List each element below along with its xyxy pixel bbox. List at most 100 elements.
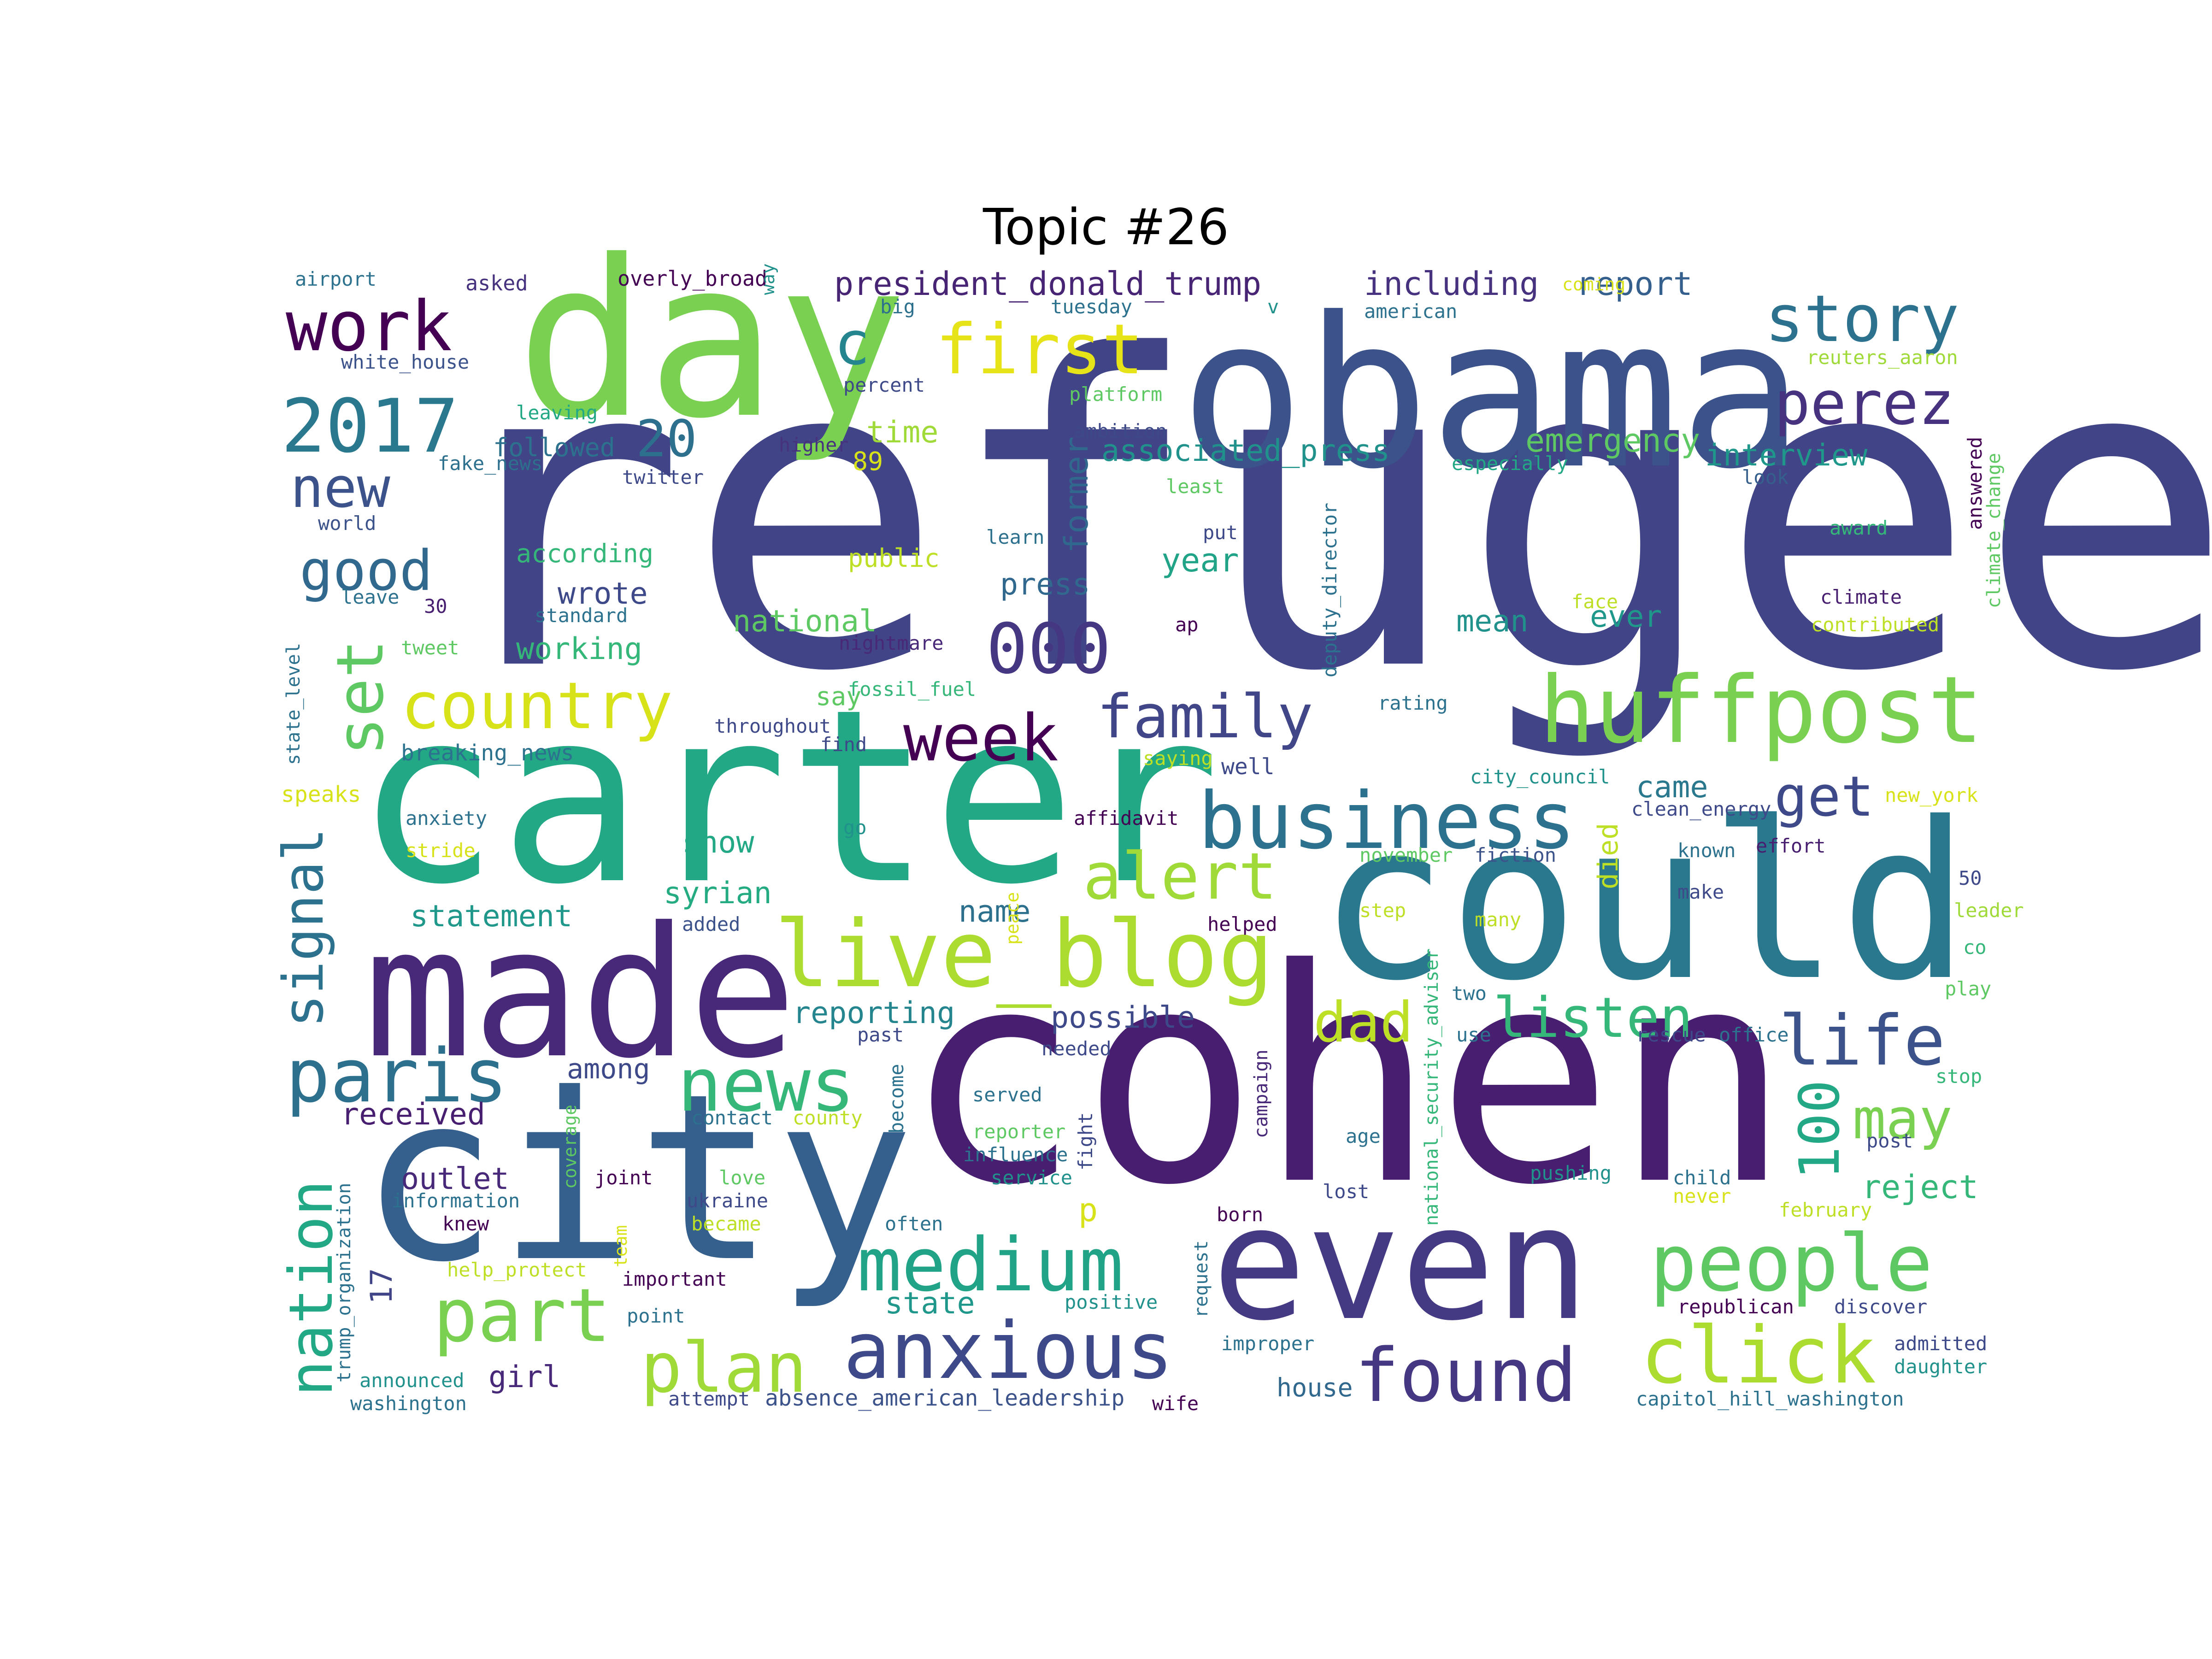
cloud-word: huffpost — [1539, 657, 1983, 764]
cloud-word: tuesday — [1051, 295, 1132, 318]
cloud-word: possible — [1051, 1000, 1195, 1035]
cloud-word: could — [1318, 776, 1970, 1028]
cloud-word: listen — [1493, 986, 1693, 1050]
cloud-word: play — [1945, 977, 1991, 1000]
cloud-word: among — [567, 1053, 650, 1085]
cloud-word: use — [1456, 1024, 1491, 1046]
cloud-word: president_donald_trump — [834, 265, 1261, 303]
cloud-word: rating — [1378, 692, 1448, 714]
cloud-word: p — [1078, 1191, 1098, 1229]
cloud-word: work — [286, 287, 452, 367]
cloud-word: american — [1364, 300, 1457, 323]
cloud-word: house — [1277, 1373, 1353, 1402]
cloud-word: asked — [465, 271, 528, 295]
cloud-word: fossil_fuel — [848, 678, 976, 700]
cloud-word: help_protect — [447, 1259, 587, 1281]
cloud-word: outlet — [401, 1162, 509, 1196]
cloud-word: big — [880, 295, 915, 318]
cloud-word: capitol_hill_washington — [1636, 1388, 1904, 1410]
cloud-word: ever — [1590, 600, 1662, 634]
cloud-word: press — [1000, 567, 1090, 602]
cloud-word: put — [1203, 521, 1238, 544]
cloud-word: affidavit — [1074, 807, 1179, 830]
cloud-word: reporting — [793, 996, 955, 1030]
cloud-word: 000 — [986, 609, 1111, 689]
cloud-word: life — [1779, 1001, 1945, 1081]
cloud-word: time — [866, 415, 939, 450]
cloud-word: effort — [1756, 835, 1826, 857]
cloud-word: known — [1677, 839, 1735, 862]
cloud-word: county — [793, 1106, 863, 1129]
cloud-word: city_council — [1470, 765, 1610, 788]
cloud-word: important — [622, 1268, 727, 1290]
cloud-word: business — [1198, 776, 1576, 867]
cloud-word: make — [1677, 881, 1724, 903]
cloud-word: ukraine — [687, 1189, 768, 1212]
cloud-word: carter — [355, 658, 1220, 937]
cloud-word: knew — [442, 1212, 489, 1235]
cloud-word: day — [516, 214, 907, 466]
cloud-word: added — [682, 913, 740, 935]
cloud-word: co — [1963, 936, 1987, 959]
figure-title: Topic #26 — [983, 199, 1229, 256]
cloud-word: made — [364, 888, 797, 1098]
cloud-word: standard — [535, 604, 628, 627]
cloud-word: leader — [1954, 899, 2024, 922]
cloud-word: tweet — [401, 636, 459, 659]
cloud-word: find — [820, 733, 867, 756]
cloud-word: pushing — [1530, 1162, 1612, 1184]
cloud-word: climate — [1820, 586, 1902, 608]
cloud-word: plan — [641, 1328, 807, 1408]
cloud-word: emergency — [1525, 422, 1700, 459]
cloud-word: refugee — [429, 266, 2212, 765]
cloud-word: twitter — [622, 466, 704, 488]
cloud-word: fake_news — [438, 452, 543, 475]
cloud-word: trump_organization — [334, 1183, 355, 1382]
cloud-word: post — [1866, 1130, 1913, 1152]
cloud-word: signal — [272, 828, 336, 1028]
cloud-word: peace — [1002, 892, 1023, 945]
cloud-word: admitted — [1894, 1332, 1987, 1355]
cloud-word: helped — [1207, 913, 1277, 935]
cloud-word: wife — [1152, 1392, 1199, 1415]
cloud-word: often — [885, 1212, 943, 1235]
cloud-word: february — [1779, 1199, 1872, 1221]
cloud-word: national_security_adviser — [1421, 948, 1442, 1226]
cloud-word: influence — [963, 1143, 1068, 1166]
cloud-word: platform — [1069, 383, 1162, 406]
cloud-word: part — [433, 1272, 611, 1359]
cloud-word: well — [1221, 754, 1275, 780]
cloud-word: lost — [1323, 1180, 1369, 1203]
cloud-word: interview — [1705, 438, 1868, 473]
cloud-word: coming — [1562, 274, 1625, 294]
cloud-word: live_blog — [774, 901, 1274, 1008]
cloud-word: way — [758, 263, 778, 295]
cloud-word: love — [719, 1166, 765, 1189]
cloud-word: 20 — [636, 409, 697, 468]
cloud-word: state — [885, 1286, 975, 1321]
cloud-word: positive — [1065, 1291, 1158, 1313]
cloud-word: first — [935, 310, 1144, 390]
cloud-word: absence_american_leadership — [765, 1385, 1124, 1411]
cloud-word: girl — [488, 1360, 561, 1394]
cloud-word: campaign — [1251, 1049, 1272, 1138]
cloud-word: stride — [406, 839, 476, 862]
cloud-word: november — [1359, 844, 1453, 866]
cloud-word: get — [1774, 765, 1874, 829]
cloud-word: 30 — [424, 595, 447, 618]
cloud-word: national — [733, 604, 877, 639]
cloud-word: higher — [779, 434, 849, 456]
cloud-word: go — [843, 816, 867, 839]
cloud-word: c — [834, 308, 870, 378]
cloud-word: alert — [1083, 839, 1277, 914]
cloud-word: least — [1166, 475, 1224, 498]
cloud-word: nightmare — [839, 632, 944, 654]
cloud-word: age — [1346, 1125, 1381, 1147]
cloud-word: show — [682, 825, 754, 860]
cloud-word: republican — [1677, 1295, 1794, 1318]
cloud-word: saying — [1143, 747, 1213, 770]
cloud-word: year — [1161, 541, 1239, 579]
cloud-word: wrote — [558, 577, 648, 611]
cloud-word: reject — [1862, 1168, 1978, 1206]
cloud-word: point — [627, 1305, 685, 1327]
